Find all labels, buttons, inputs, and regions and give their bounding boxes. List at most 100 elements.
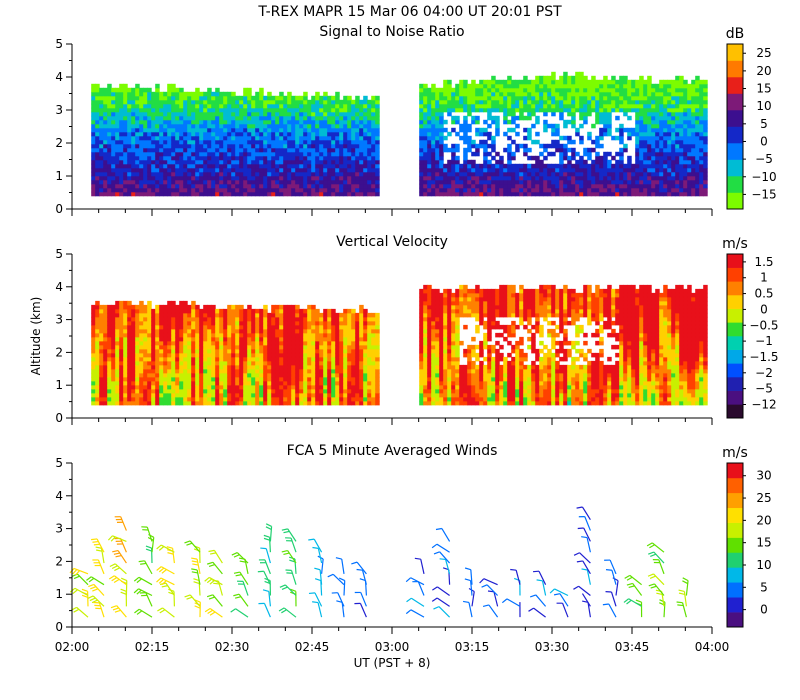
field-cell <box>595 91 600 97</box>
field-cell <box>331 115 336 121</box>
field-cell <box>215 392 220 398</box>
field-cell <box>199 364 204 370</box>
field-cell <box>155 320 160 326</box>
field-cell <box>495 115 500 121</box>
field-cell <box>243 159 248 165</box>
field-cell <box>99 320 104 326</box>
field-cell <box>671 183 676 189</box>
field-cell <box>511 167 516 173</box>
field-cell <box>231 388 236 394</box>
field-cell <box>191 187 196 193</box>
field-cell <box>427 187 432 193</box>
field-cell <box>115 151 120 157</box>
field-cell <box>183 175 188 181</box>
field-cell <box>179 111 184 117</box>
field-cell <box>271 131 276 137</box>
field-cell <box>147 143 152 149</box>
field-cell <box>131 340 136 346</box>
field-cell <box>243 103 248 109</box>
field-cell <box>199 91 204 97</box>
field-cell <box>227 388 232 394</box>
field-cell <box>239 183 244 189</box>
field-cell <box>523 187 528 193</box>
field-cell <box>267 320 272 326</box>
field-cell <box>335 131 340 137</box>
field-cell <box>211 179 216 185</box>
field-cell <box>359 159 364 165</box>
field-cell <box>123 364 128 370</box>
field-cell <box>263 107 268 113</box>
field-cell <box>283 312 288 318</box>
field-cell <box>275 111 280 117</box>
field-cell <box>423 139 428 145</box>
field-cell <box>267 324 272 330</box>
field-cell <box>111 336 116 342</box>
field-cell <box>195 115 200 121</box>
field-cell <box>307 183 312 189</box>
field-cell <box>519 107 524 113</box>
field-cell <box>483 175 488 181</box>
field-cell <box>115 179 120 185</box>
field-cell <box>247 380 252 386</box>
field-cell <box>459 171 464 177</box>
field-cell <box>703 167 708 173</box>
field-cell <box>91 312 96 318</box>
field-cell <box>619 103 624 109</box>
field-cell <box>211 107 216 113</box>
field-cell <box>255 316 260 322</box>
field-cell <box>123 328 128 334</box>
field-cell <box>299 175 304 181</box>
field-cell <box>599 79 604 85</box>
field-cell <box>663 111 668 117</box>
field-cell <box>163 344 168 350</box>
field-cell <box>571 175 576 181</box>
field-cell <box>559 115 564 121</box>
field-cell <box>679 111 684 117</box>
field-cell <box>143 372 148 378</box>
field-cell <box>595 139 600 145</box>
field-cell <box>651 95 656 101</box>
field-cell <box>211 340 216 346</box>
field-cell <box>535 79 540 85</box>
field-cell <box>199 95 204 101</box>
field-cell <box>231 159 236 165</box>
field-cell <box>243 131 248 137</box>
field-cell <box>159 183 164 189</box>
field-cell <box>223 328 228 334</box>
field-cell <box>527 131 532 137</box>
field-cell <box>699 139 704 145</box>
field-cell <box>295 127 300 133</box>
field-cell <box>291 95 296 101</box>
field-cell <box>611 187 616 193</box>
field-cell <box>211 348 216 354</box>
field-cell <box>291 360 296 366</box>
field-cell <box>311 139 316 145</box>
field-cell <box>491 135 496 141</box>
field-cell <box>263 175 268 181</box>
field-cell <box>263 352 268 358</box>
field-cell <box>131 123 136 129</box>
field-cell <box>523 91 528 97</box>
field-cell <box>515 115 520 121</box>
field-cell <box>375 115 380 121</box>
field-cell <box>331 119 336 125</box>
field-cell <box>691 103 696 109</box>
field-cell <box>303 179 308 185</box>
field-cell <box>171 304 176 310</box>
field-cell <box>423 191 428 197</box>
field-cell <box>539 159 544 165</box>
field-cell <box>675 183 680 189</box>
field-cell <box>91 111 96 117</box>
field-cell <box>207 175 212 181</box>
field-cell <box>219 376 224 382</box>
field-cell <box>327 175 332 181</box>
field-cell <box>667 83 672 89</box>
field-cell <box>187 328 192 334</box>
field-cell <box>235 191 240 197</box>
field-cell <box>179 95 184 101</box>
field-cell <box>115 340 120 346</box>
field-cell <box>503 91 508 97</box>
field-cell <box>91 324 96 330</box>
field-cell <box>95 179 100 185</box>
field-cell <box>559 107 564 113</box>
